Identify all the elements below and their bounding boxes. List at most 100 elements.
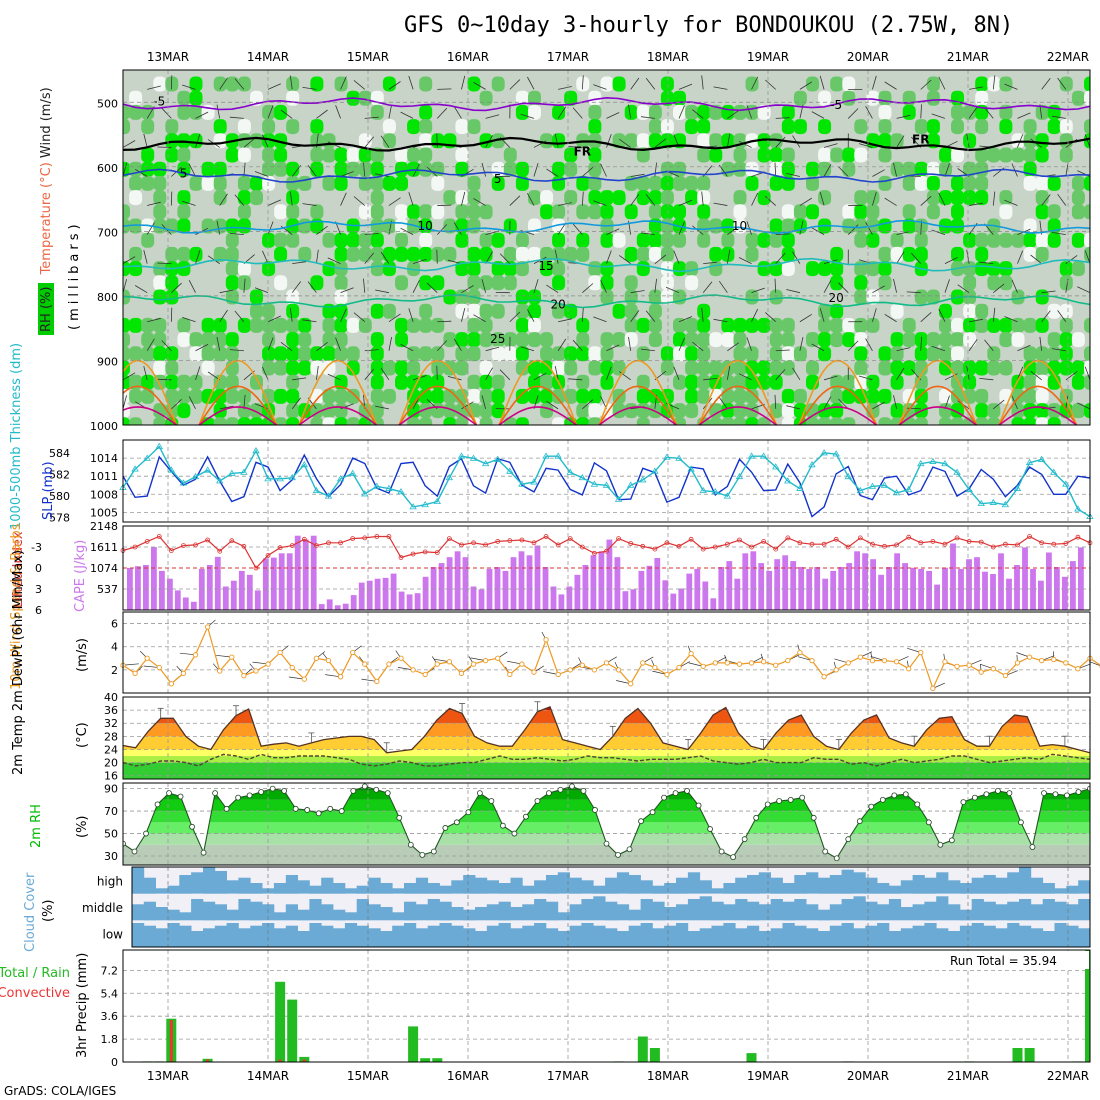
upper-barb: [335, 337, 341, 351]
thickness-marker: [796, 484, 804, 491]
pressure-tick: 1000: [90, 420, 118, 433]
cloud-cell: [687, 872, 701, 894]
rh2m-marker: [557, 786, 564, 793]
cloud-cell: [841, 899, 854, 921]
cloud-cell: [782, 883, 795, 894]
cloud-cell: [699, 880, 712, 894]
upper-barb: [640, 232, 655, 235]
upper-barb: [182, 317, 196, 323]
cloud-cell: [356, 885, 369, 894]
rh-cell: [201, 360, 215, 376]
rh-cell: [141, 346, 155, 362]
rh-cell: [310, 204, 324, 220]
upper-barb: [291, 397, 302, 410]
upper-barb: [884, 197, 897, 206]
rh2m-marker: [430, 848, 437, 855]
rh-cell: [660, 360, 674, 376]
wind-tick: 6: [111, 618, 118, 631]
cape-bar: [518, 551, 525, 610]
cape-bar: [638, 570, 645, 610]
upper-barb: [713, 318, 728, 323]
pressure-tick: 500: [97, 97, 118, 110]
upper-barb: [966, 249, 970, 264]
cloud-cell: [853, 896, 866, 921]
rh-cell: [612, 303, 626, 319]
warm-isotherm: [598, 406, 677, 425]
cloud-cell: [273, 912, 287, 921]
cloud-cell: [557, 912, 570, 921]
rh-cell: [733, 332, 747, 348]
rh-cell: [310, 147, 324, 163]
upper-barb: [1057, 77, 1067, 90]
rh-cell: [177, 104, 191, 120]
rh-cell: [576, 346, 590, 362]
rh-cell: [129, 261, 143, 277]
upper-barb: [216, 336, 221, 351]
warm-isotherm: [198, 406, 277, 425]
rh-cell: [685, 175, 699, 191]
cloud-cell: [309, 923, 322, 947]
rh-cell: [443, 190, 457, 206]
rh-cell: [1023, 317, 1037, 333]
rh-cell: [685, 190, 699, 206]
wind-marker: [990, 666, 996, 672]
rh-cell: [419, 104, 433, 120]
upper-barb: [207, 371, 220, 381]
upper-barb: [262, 134, 269, 148]
cloud-cell: [1078, 880, 1091, 894]
rh-cell: [407, 147, 421, 163]
cloud-cell: [569, 877, 582, 894]
rh-cell: [346, 417, 360, 425]
rh-cell: [274, 275, 288, 291]
cloud-cell: [581, 899, 594, 921]
upper-barb: [893, 395, 897, 409]
upper-barb: [619, 138, 631, 148]
rh-cell: [286, 346, 300, 362]
rh-cell: [854, 190, 868, 206]
rh-cell: [733, 104, 747, 120]
upper-barb: [1089, 205, 1090, 206]
rh-cell: [939, 346, 952, 362]
upper-barb: [872, 169, 885, 177]
cloud-cell: [368, 877, 381, 894]
cloud-cell: [285, 875, 298, 894]
upper-barb: [774, 394, 777, 409]
wind-marker: [942, 659, 948, 665]
thickness-marker: [348, 469, 357, 476]
rh2m-marker: [281, 787, 288, 794]
cape-bar: [246, 574, 253, 610]
upper-barb: [182, 200, 196, 206]
cloud-cell: [203, 867, 216, 894]
rh-cell: [165, 119, 179, 135]
upper-barb: [123, 350, 124, 351]
rh-cell: [878, 119, 892, 135]
rh-cell: [769, 317, 783, 333]
rh-cell: [588, 175, 602, 191]
rh-cell: [431, 246, 445, 262]
rh-cell: [697, 303, 711, 319]
cape-bar: [167, 578, 173, 610]
wind-marker: [1039, 657, 1045, 664]
rh-cell: [479, 388, 493, 404]
rh-cell: [806, 261, 819, 277]
wind-marker: [603, 660, 610, 666]
cloud-cell: [723, 904, 736, 921]
rh-cell: [733, 161, 747, 177]
cape-bar: [390, 573, 397, 610]
rh-cell: [298, 317, 312, 333]
upper-barb: [847, 340, 859, 352]
cape-bar: [670, 593, 677, 610]
rh2m-marker: [891, 792, 898, 799]
rh-cell: [123, 161, 130, 177]
upper-barb: [554, 366, 559, 380]
upper-barb: [701, 307, 704, 322]
rh-cell: [237, 204, 251, 220]
thickness-marker: [530, 478, 538, 485]
rh-cell: [286, 317, 300, 333]
cloud-cell: [569, 904, 582, 921]
rh-cell: [939, 403, 952, 419]
upper-barb: [957, 284, 970, 294]
upper-barb: [408, 75, 414, 90]
thickness-marker: [506, 467, 514, 474]
rh-cell: [123, 346, 130, 362]
